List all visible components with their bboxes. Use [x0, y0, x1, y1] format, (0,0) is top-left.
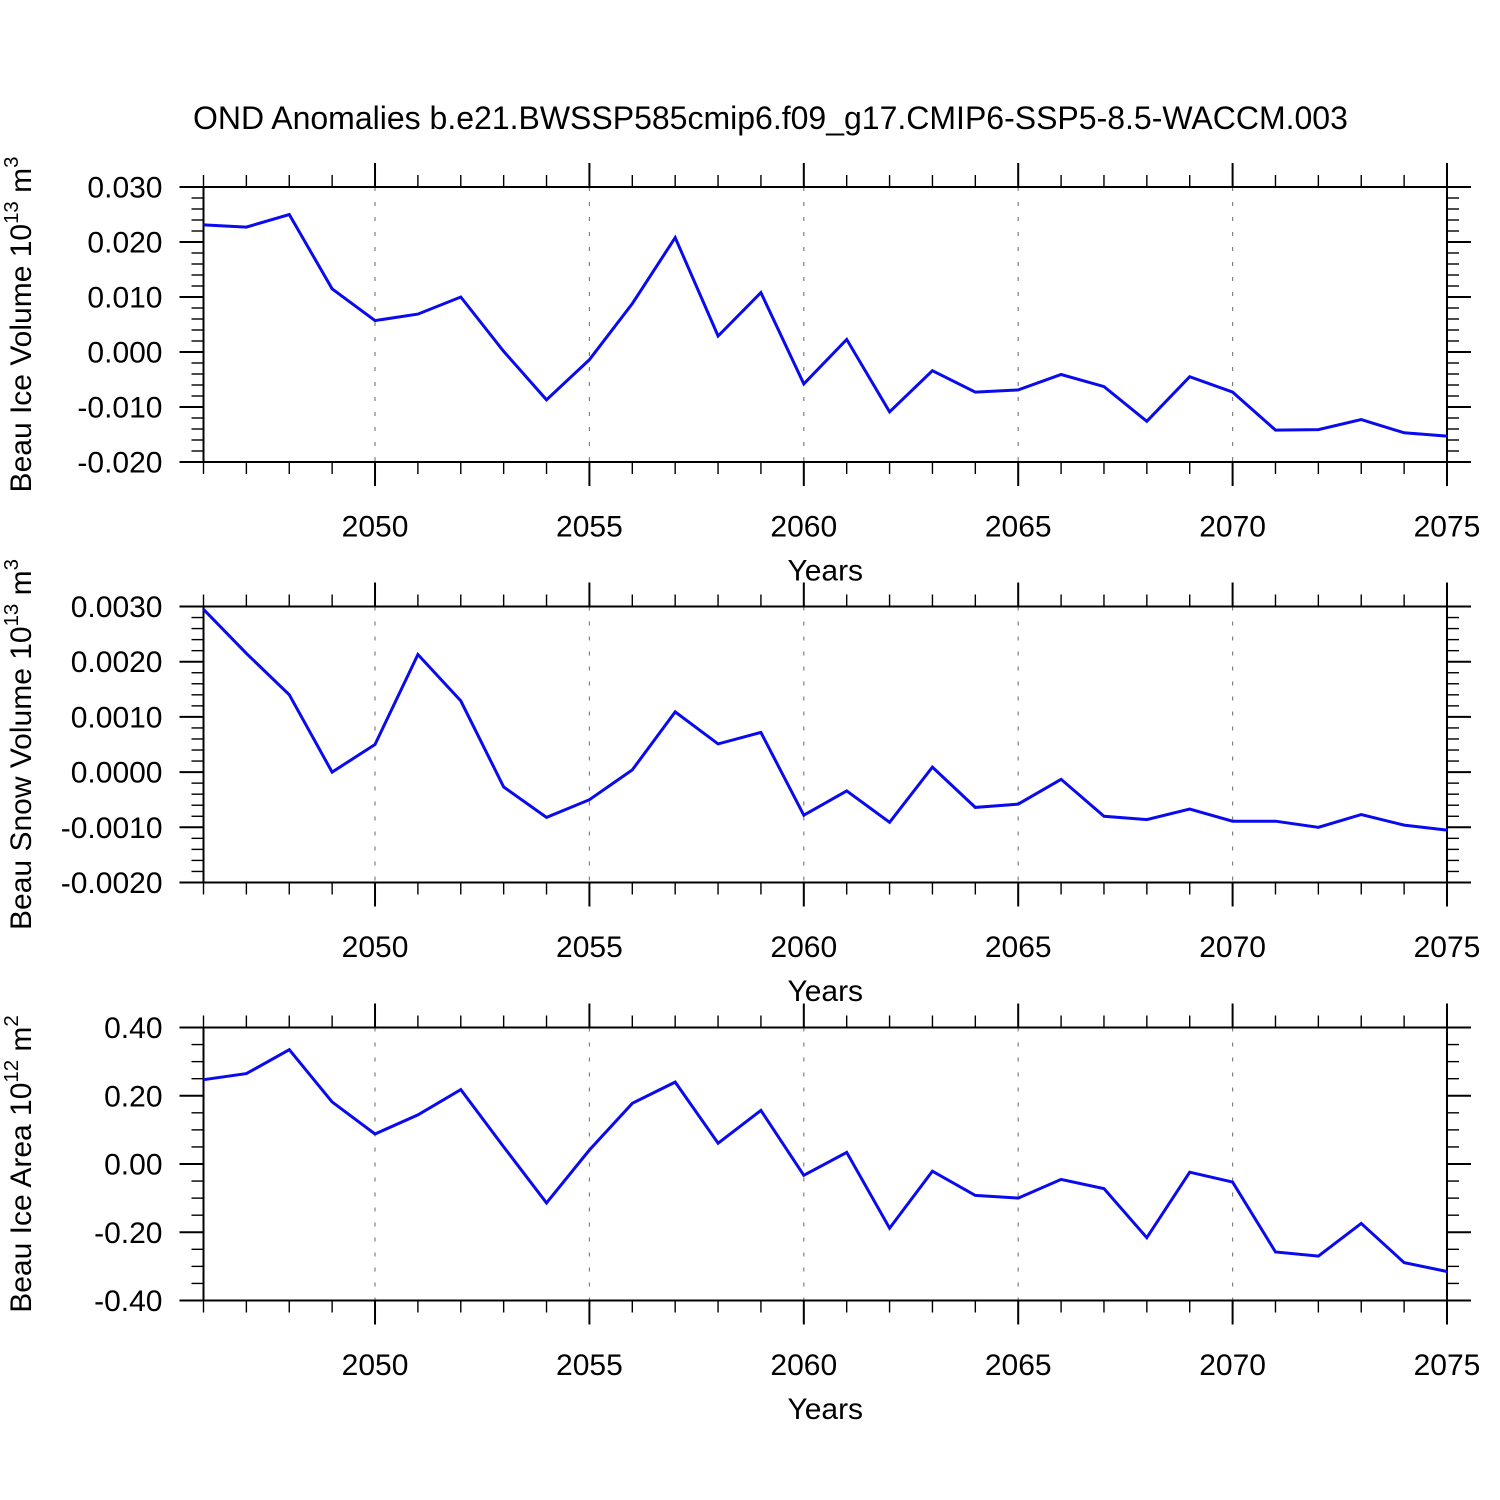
x-tick-label: 2070 [1199, 511, 1266, 544]
y-tick-label: 0.030 [87, 172, 162, 205]
x-tick-label: 2075 [1414, 931, 1481, 964]
x-tick-label: 2050 [342, 931, 409, 964]
x-tick-label: 2055 [556, 931, 623, 964]
y-tick-label: 0.0030 [71, 591, 163, 624]
x-tick-label: 2075 [1414, 511, 1481, 544]
data-line-snow-volume [202, 608, 1448, 832]
y-tick-label: 0.020 [87, 227, 162, 260]
x-tick-label: 2065 [985, 931, 1052, 964]
y-tick-label: 0.00 [104, 1149, 162, 1182]
x-tick-label: 2075 [1414, 1349, 1481, 1382]
data-line-ice-volume [203, 212, 1448, 438]
panel-border [202, 1026, 1448, 1302]
panel-border [202, 605, 1448, 884]
panel-border [202, 186, 1448, 463]
x-tick-label: 2065 [985, 1349, 1052, 1382]
x-axis-title: Years [787, 555, 863, 588]
y-tick-label: 0.0010 [71, 701, 163, 734]
x-tick-label: 2060 [770, 931, 837, 964]
x-tick-label: 2055 [556, 1349, 623, 1382]
y-tick-label: 0.000 [87, 337, 162, 370]
data-line-ice-area [203, 1047, 1448, 1273]
y-tick-label: -0.20 [94, 1217, 162, 1250]
x-axis-title: Years [787, 975, 863, 1008]
x-tick-label: 2070 [1199, 1349, 1266, 1382]
x-tick-label: 2050 [342, 1349, 409, 1382]
y-tick-label: -0.40 [94, 1285, 162, 1318]
panel-ice-area: 0.40 0.20 0.00 -0.20 -0.40 2050 2055 2060 2065 20… [1, 1003, 1481, 1426]
y-axis-title: Beau Ice Volume 1013​ m3​ [1, 157, 38, 493]
y-tick-label: -0.0010 [61, 812, 163, 845]
x-tick-label: 2065 [985, 511, 1052, 544]
panel-ice-volume: 0.030 0.020 0.010 0.000 -0.010 -0.020 2050 2055… [1, 157, 1480, 588]
panel-snow-volume: 0.0030 0.0020 0.0010 0.0000 -0.0010 -0.0020 20… [1, 559, 1480, 1008]
y-tick-label: 0.0000 [71, 757, 163, 790]
y-tick-label: -0.020 [77, 447, 162, 480]
y-tick-label: 0.40 [104, 1012, 162, 1045]
x-tick-label: 2060 [770, 511, 837, 544]
x-tick-label: 2050 [342, 511, 409, 544]
y-tick-label: -0.010 [77, 392, 162, 425]
x-axis-title: Years [787, 1393, 863, 1426]
y-axis-title: Beau Ice Area 1012​ m2​ [1, 1015, 38, 1313]
y-tick-label: 0.010 [87, 282, 162, 315]
x-tick-label: 2055 [556, 511, 623, 544]
y-tick-label: -0.0020 [61, 867, 163, 900]
y-tick-label: 0.0020 [71, 646, 163, 679]
x-tick-label: 2060 [770, 1349, 837, 1382]
y-axis-title: Beau Snow Volume 1013​ m3​ [1, 559, 38, 930]
y-tick-label: 0.20 [104, 1080, 162, 1113]
chart-title: OND Anomalies b.e21.BWSSP585cmip6.f09_g1… [193, 100, 1348, 136]
x-tick-label: 2070 [1199, 931, 1266, 964]
